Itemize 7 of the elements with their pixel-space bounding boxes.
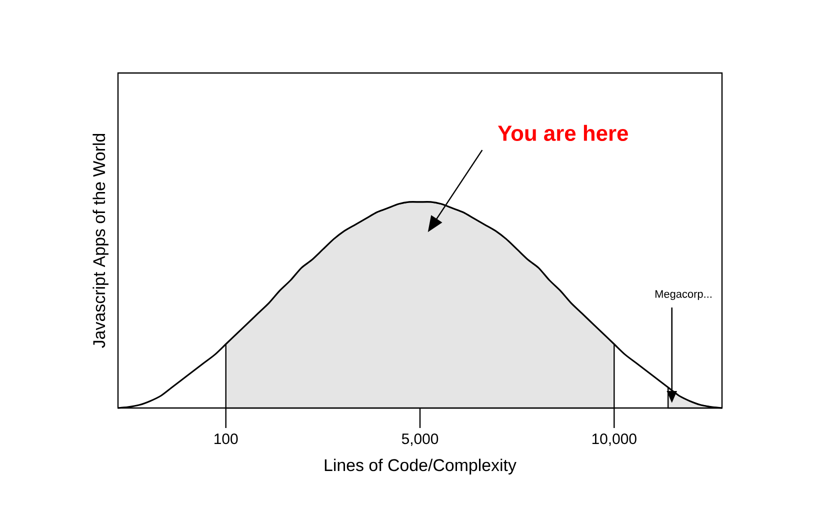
annotation: Megacorp... bbox=[655, 290, 712, 300]
x-tick-label: 5,000 bbox=[402, 434, 438, 446]
x-tick-label: 10,000 bbox=[592, 434, 636, 446]
y-axis-title: Javascript Apps of the World bbox=[92, 134, 108, 348]
x-tick-label: 100 bbox=[214, 434, 238, 444]
text: You are here bbox=[498, 124, 628, 142]
x-axis-title: Lines of Code/Complexity bbox=[324, 458, 516, 474]
